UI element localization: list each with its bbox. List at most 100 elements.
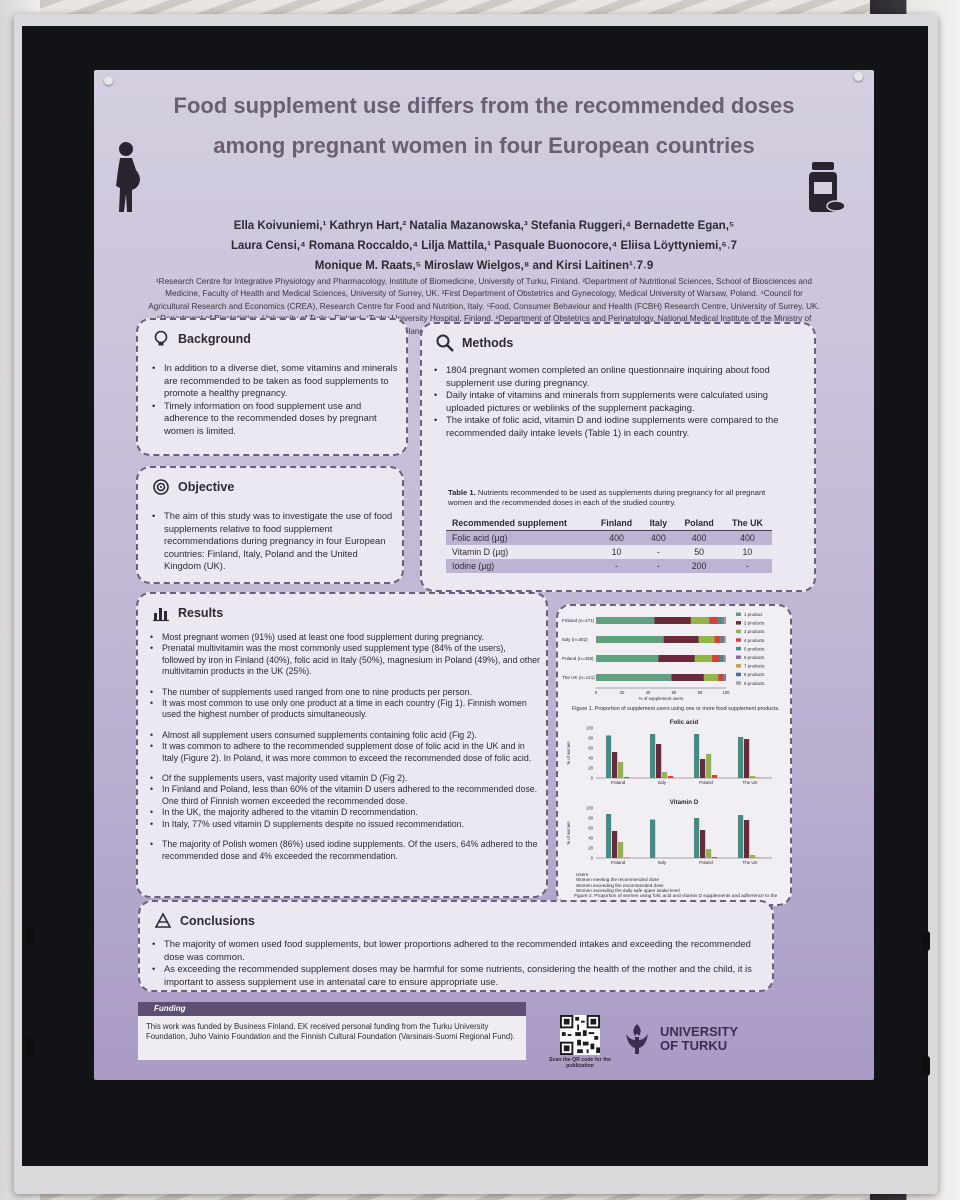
legend-swatch — [736, 612, 741, 616]
results-title: Results — [178, 606, 224, 620]
bar-segment — [724, 636, 726, 643]
figures-panel: Finland (n=471) Italy (n=302) Poland (n=43… — [556, 604, 792, 906]
x-tick-label: Finland — [611, 780, 626, 785]
bar — [738, 737, 744, 778]
x-tick-label: The UK — [743, 860, 758, 865]
bar-segment — [720, 636, 724, 643]
list-item: The aim of this study was to investigate… — [150, 510, 394, 573]
qr-code[interactable] — [560, 1015, 600, 1055]
table-header-cell: Italy — [641, 516, 676, 531]
table-cell: - — [591, 559, 642, 573]
board-clip — [26, 926, 34, 946]
chart-title: Folic acid — [670, 719, 699, 726]
bar — [706, 849, 712, 858]
legend-label: 7 products — [744, 664, 765, 669]
legend-label: 5 products — [744, 646, 765, 651]
bar-segment — [690, 617, 710, 624]
table-cell: 400 — [591, 530, 642, 545]
list-item: In addition to a diverse diet, some vita… — [150, 362, 398, 400]
table-cell: 400 — [722, 530, 772, 545]
y-axis-label: % of women — [566, 821, 571, 845]
bar-segment — [719, 655, 724, 662]
objective-panel: Objective The aim of this study was to i… — [136, 466, 404, 584]
legend-label: 2 products — [744, 621, 765, 626]
bar — [650, 819, 656, 858]
table-row: Folic acid (µg) 400 400 400 400 — [446, 530, 772, 545]
poster: Food supplement use differs from the rec… — [94, 70, 874, 1080]
bar-segment — [596, 674, 672, 681]
y-tick-label: 0 — [591, 776, 594, 781]
objective-list: The aim of this study was to investigate… — [150, 510, 394, 573]
list-item: In Finland and Poland, less than 60% of … — [148, 784, 540, 807]
y-tick-label: Italy (n=302) — [562, 637, 588, 642]
bar — [700, 830, 706, 858]
results-list: Most pregnant women (91%) used at least … — [148, 632, 540, 862]
list-item: As exceeding the recommended supplement … — [150, 963, 762, 988]
supplement-bottle-icon — [809, 162, 846, 212]
table-cell: 10 — [742, 547, 753, 557]
bar — [744, 820, 750, 858]
x-tick-label: 100 — [723, 690, 731, 695]
objective-title: Objective — [178, 480, 235, 494]
bar-segment — [596, 655, 659, 662]
x-tick-label: 80 — [698, 690, 703, 695]
table-cell: Folic acid (µg) — [446, 530, 592, 545]
table-cell: 400 — [675, 530, 723, 545]
x-tick-label: Italy — [658, 860, 667, 865]
legend-item: Women meeting the recommended dose — [576, 877, 659, 883]
y-tick-label: Finland (n=471) — [562, 618, 595, 623]
bar-segment — [596, 636, 664, 643]
methods-header: Methods — [436, 334, 513, 352]
bar — [624, 857, 630, 858]
authors-line3: Monique M. Raats,⁵ Miroslaw Wielgos,⁸ an… — [314, 260, 654, 272]
table-header-cell: Finland — [591, 516, 642, 531]
y-tick-label: 60 — [588, 746, 593, 751]
board-clip — [922, 1056, 930, 1076]
figure2-vitd-chart: Vitamin D 0 20 40 60 80 100 % of women Finland It… — [566, 799, 772, 865]
qr-caption: Scan the QR code for the publication — [549, 1057, 611, 1070]
list-item: Daily intake of vitamins and minerals fr… — [432, 389, 804, 414]
results-panel: Results Most pregnant women (91%) used a… — [136, 592, 548, 898]
magnifier-icon — [436, 334, 454, 352]
list-item: The majority of women used food suppleme… — [150, 938, 762, 963]
legend-item: Women exceeding the recommended dose — [576, 882, 664, 888]
bar — [750, 776, 756, 778]
bar — [656, 744, 662, 778]
table-cell: 10 — [611, 547, 622, 557]
list-item: Of the supplements users, vast majority … — [148, 773, 540, 785]
bar-segment — [711, 655, 720, 662]
y-tick-label: 80 — [588, 736, 593, 741]
table-cell: - — [656, 547, 660, 557]
bar — [706, 754, 712, 778]
nutrient-table: Recommended supplement Finland Italy Pol… — [446, 516, 772, 573]
bar — [624, 777, 630, 778]
chart-title: Vitamin D — [670, 799, 699, 806]
x-axis-label: % of supplement users — [639, 696, 684, 701]
bar-segment — [671, 674, 704, 681]
legend-item: Women exceeding the daily safe upper int… — [576, 888, 680, 894]
pushpin — [104, 76, 113, 85]
list-item: The intake of folic acid, vitamin D and … — [432, 414, 804, 439]
figure2-folic-chart: Folic acid 0 20 40 60 80 100 % of women Finland I… — [566, 719, 772, 785]
y-tick-label: 0 — [591, 856, 594, 861]
poster-title-line2: among pregnant women in four European co… — [213, 133, 755, 158]
legend-swatch — [736, 621, 741, 625]
university-torch-icon — [626, 1024, 648, 1054]
list-item: Most pregnant women (91%) used at least … — [148, 632, 540, 644]
conclusions-header: Conclusions — [154, 912, 255, 930]
list-item: 1804 pregnant women completed an online … — [432, 364, 804, 389]
legend-item: Users — [576, 872, 588, 877]
table-caption-text: Nutrients recommended to be used as supp… — [448, 488, 766, 507]
target-icon — [153, 479, 169, 495]
bar-segment — [724, 674, 726, 681]
conclusions-title: Conclusions — [180, 914, 256, 928]
bar — [662, 772, 668, 778]
bar — [618, 762, 624, 778]
conclusions-list: The majority of women used food suppleme… — [150, 938, 762, 988]
figure1-chart: Finland (n=471) Italy (n=302) Poland (n=43… — [562, 612, 765, 701]
methods-panel: Methods 1804 pregnant women completed an… — [420, 322, 816, 592]
legend-label: 8 products — [744, 672, 765, 677]
bar-segment — [723, 674, 725, 681]
background-panel: Background In addition to a diverse diet… — [136, 318, 408, 456]
bar-segment — [722, 617, 725, 624]
